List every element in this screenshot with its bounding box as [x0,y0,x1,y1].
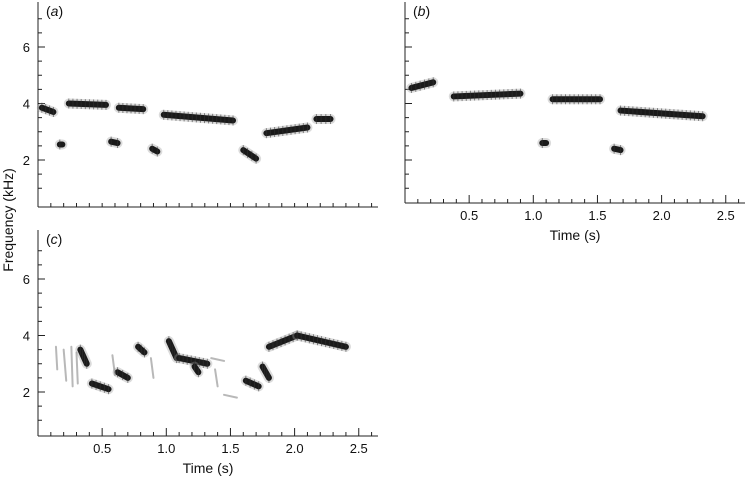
panel-c: (c) 2 4 6 0.5 1.0 1.5 2.0 2.5 Time (s) [23,230,378,476]
faint-trace [75,351,79,385]
syllable-trace [36,102,59,117]
syllable-trace [112,367,133,383]
panel-a: (a) 2 4 6 [23,2,378,208]
y-tick-label: 4 [23,97,30,112]
x-tick-label: 0.5 [460,208,478,223]
syllable-trace [240,375,264,392]
syllable-trace [311,114,336,125]
syllable-trace [86,378,114,395]
syllable-trace [106,136,123,149]
x-tick-label: 1.0 [157,441,175,456]
syllable-trace [448,88,526,102]
y-tick-label: 2 [23,385,30,400]
x-tick-label: 2.0 [653,208,671,223]
x-tick-label: 2.5 [717,208,735,223]
syllable-trace [292,330,351,352]
panel-c-x-axis-title: Time (s) [183,460,234,476]
panel-b-x-axis-title: Time (s) [550,227,601,243]
syllable-trace [257,361,274,383]
x-tick-label: 1.5 [221,441,239,456]
y-tick-label: 2 [23,153,30,168]
x-tick-label: 2.5 [350,441,368,456]
faint-trace [214,368,219,388]
faint-trace [223,393,238,399]
faint-trace [111,354,116,377]
faint-trace [149,357,155,379]
syllable-trace [163,336,182,364]
syllable-trace [113,102,149,115]
panel-a-label: (a) [46,3,63,19]
faint-trace [210,357,226,362]
syllable-trace [54,139,68,150]
panel-b-label: (b) [413,3,430,19]
y-tick-label: 4 [23,329,30,344]
syllable-trace [263,330,303,352]
syllable-trace [63,98,111,110]
frequency-axis-title: Frequency (kHz) [0,168,16,271]
x-tick-label: 1.0 [524,208,542,223]
syllable-trace [615,105,708,122]
faint-trace [62,348,68,382]
y-tick-label: 6 [23,272,30,287]
syllable-trace [537,138,552,149]
faint-trace [54,345,59,371]
faint-trace [70,345,74,388]
syllable-trace [261,122,313,139]
syllable-trace [147,143,163,157]
panel-b: (b) 0.5 1.0 1.5 2.0 2.5 Time (s) [404,2,745,243]
x-tick-label: 1.5 [588,208,606,223]
x-tick-label: 2.0 [286,441,304,456]
x-tick-label: 0.5 [93,441,111,456]
syllable-trace [189,361,204,378]
syllable-trace [547,94,606,105]
y-tick-label: 6 [23,40,30,55]
syllable-trace [174,353,213,369]
syllable-trace [75,344,92,369]
syllable-trace [406,77,439,93]
syllable-trace [609,143,626,156]
syllable-trace [238,145,262,164]
syllable-trace [133,341,150,358]
syllable-trace [158,109,239,126]
panel-c-label: (c) [46,231,62,247]
